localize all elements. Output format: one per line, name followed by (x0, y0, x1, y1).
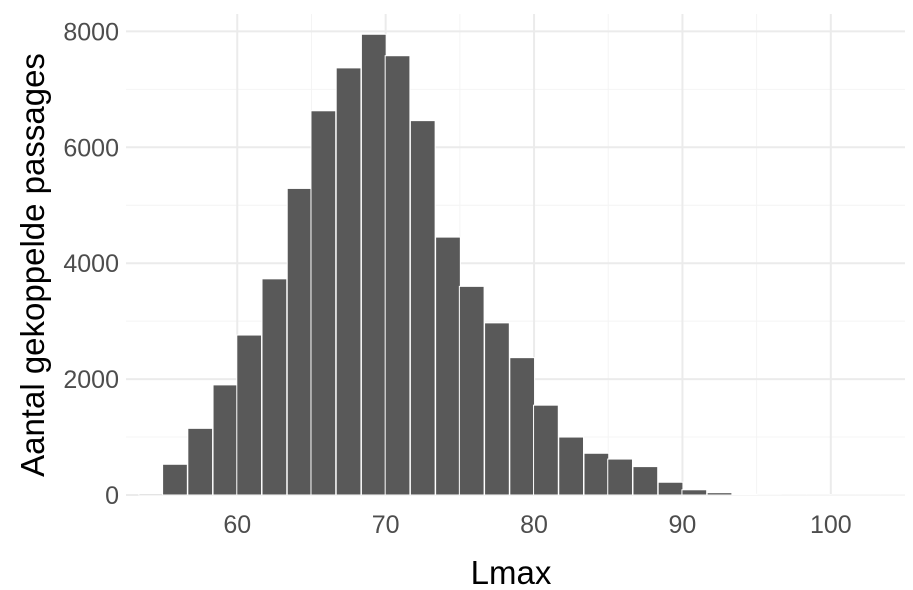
histogram-bar (706, 492, 733, 496)
x-tick-label: 80 (520, 511, 548, 539)
bars (138, 33, 906, 496)
histogram-bar (162, 463, 188, 496)
y-tick-label: 2000 (63, 366, 119, 394)
histogram-bar (360, 33, 387, 496)
y-tick-label: 6000 (63, 134, 119, 162)
histogram-bar (335, 67, 362, 496)
histogram-bar (384, 55, 411, 496)
histogram-bar (484, 322, 510, 496)
histogram-bar (607, 458, 633, 496)
x-tick-label: 100 (810, 511, 852, 539)
histogram-bar (212, 384, 239, 496)
histogram-bar (533, 404, 559, 496)
histogram-bar (286, 187, 313, 496)
histogram-bar (583, 452, 610, 496)
histogram-bar (458, 285, 485, 496)
y-tick-label: 8000 (63, 18, 119, 46)
y-tick-labels: 0 2000 4000 6000 8000 (63, 18, 119, 510)
histogram-bar (187, 427, 214, 496)
histogram-bar (558, 436, 585, 496)
histogram-bar (632, 466, 659, 496)
y-tick-label: 0 (105, 482, 119, 510)
histogram-bar (409, 120, 436, 496)
histogram-bar (509, 357, 536, 496)
x-tick-label: 60 (223, 511, 251, 539)
histogram-bar (236, 334, 263, 496)
x-tick-label: 90 (669, 511, 697, 539)
x-axis-title: Lmax (471, 554, 552, 590)
histogram-bar (731, 493, 758, 496)
histogram-bar (138, 493, 165, 496)
histogram-bar (310, 110, 337, 496)
x-tick-labels: 60 70 80 90 100 (223, 511, 851, 539)
y-tick-label: 4000 (63, 250, 119, 278)
histogram-bar (261, 278, 288, 496)
histogram-bar (681, 489, 708, 496)
histogram-bar (657, 481, 684, 496)
histogram-bar (435, 236, 461, 496)
y-axis-title: Aantal gekoppelde passages (14, 53, 51, 477)
x-tick-label: 70 (372, 511, 400, 539)
